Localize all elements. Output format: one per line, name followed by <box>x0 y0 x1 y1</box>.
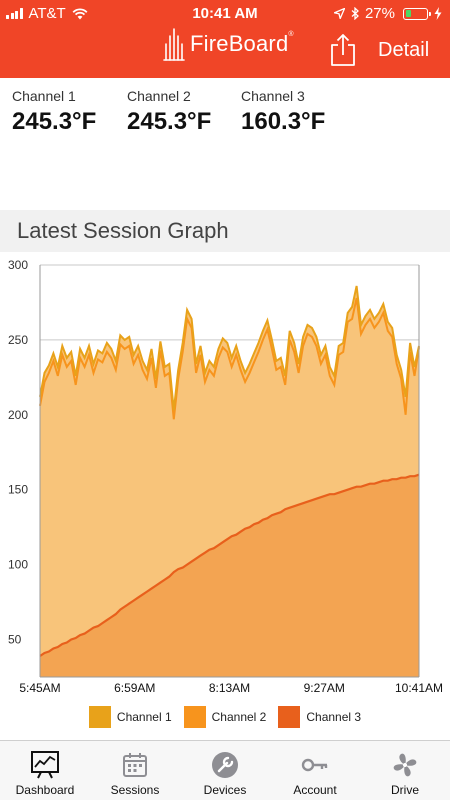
channel-readouts: Channel 1 245.3°F Channel 2 245.3°F Chan… <box>0 88 450 208</box>
legend-item-channel-3[interactable]: Channel 3 <box>278 706 361 728</box>
y-tick-label: 150 <box>8 483 28 497</box>
brand-name: FireBoard <box>190 31 289 56</box>
key-icon <box>301 758 328 772</box>
calendar-icon <box>123 753 147 777</box>
session-graph[interactable]: 300 250 200 150 100 50 5:45AM 6:59AM 8:13AM 9:27A… <box>0 252 450 737</box>
tab-label: Drive <box>390 783 419 797</box>
share-icon <box>331 34 355 66</box>
dashboard-icon <box>31 751 59 779</box>
legend-label: Channel 3 <box>306 710 362 724</box>
channel-3: Channel 3 160.3°F <box>241 88 325 136</box>
series-line-channel-3 <box>39 473 420 657</box>
tab-label: Dashboard <box>15 783 75 797</box>
carrier-label: AT&T <box>28 5 66 22</box>
session-graph-svg: 300 250 200 150 100 50 5:45AM 6:59AM 8:13AM 9:27A… <box>8 258 443 695</box>
channel-label: Channel 2 <box>127 88 191 104</box>
channel-temperature: 245.3°F <box>12 108 97 135</box>
y-tick-label: 50 <box>8 633 22 647</box>
tab-sessions[interactable]: Sessions <box>90 741 180 800</box>
legend-swatch <box>88 706 111 728</box>
channel-temperature: 245.3°F <box>127 108 212 135</box>
chart-legend: Channel 1 Channel 2 Channel 3 <box>0 706 450 728</box>
signal-icon <box>6 8 23 19</box>
wifi-icon <box>72 7 88 19</box>
y-tick-label: 200 <box>8 408 28 422</box>
tab-devices[interactable]: Devices <box>180 741 270 800</box>
tab-drive[interactable]: Drive <box>360 741 450 800</box>
legend-item-channel-1[interactable]: Channel 1 <box>88 706 172 728</box>
wrench-icon <box>212 752 238 778</box>
channel-2: Channel 2 245.3°F <box>127 88 211 136</box>
tab-label: Account <box>293 783 337 797</box>
tab-bar: Dashboard Sessions Devices <box>0 740 450 800</box>
tab-label: Devices <box>203 783 247 797</box>
app-header: AT&T 10:41 AM 27% <box>0 0 450 78</box>
section-title: Latest Session Graph <box>0 210 450 252</box>
location-icon <box>333 8 345 19</box>
battery-percent: 27% <box>364 5 395 22</box>
legend-label: Channel 1 <box>116 710 172 724</box>
legend-swatch <box>183 706 206 728</box>
detail-button[interactable]: Detail <box>378 39 430 61</box>
y-tick-label: 100 <box>8 558 28 572</box>
series-area-channel-3 <box>40 474 419 677</box>
x-tick-label: 5:45AM <box>19 681 60 695</box>
x-tick-label: 9:27AM <box>304 681 345 695</box>
legend-item-channel-2[interactable]: Channel 2 <box>183 706 267 728</box>
series-line-channel-2 <box>39 297 420 420</box>
fan-icon <box>393 753 417 777</box>
channel-1: Channel 1 245.3°F <box>12 88 96 136</box>
bluetooth-icon <box>351 7 359 20</box>
channel-label: Channel 1 <box>12 88 76 104</box>
x-tick-label: 6:59AM <box>114 681 155 695</box>
charging-icon <box>434 7 442 20</box>
channel-label: Channel 3 <box>241 88 305 104</box>
tab-label: Sessions <box>110 783 160 797</box>
share-button[interactable] <box>329 33 357 67</box>
x-tick-label: 8:13AM <box>209 681 250 695</box>
x-tick-label: 10:41AM <box>395 681 443 695</box>
fireboard-logo-icon <box>163 28 185 61</box>
tab-dashboard[interactable]: Dashboard <box>0 741 90 800</box>
trademark-mark: ® <box>288 31 294 38</box>
y-tick-label: 300 <box>8 258 28 272</box>
legend-label: Channel 2 <box>211 710 267 724</box>
clock: 10:41 AM <box>192 5 258 22</box>
channel-temperature: 160.3°F <box>241 108 326 135</box>
y-tick-label: 250 <box>8 333 28 347</box>
series-line-channel-1 <box>39 285 420 411</box>
tab-account[interactable]: Account <box>270 741 360 800</box>
legend-swatch <box>278 706 301 728</box>
brand-logo: FireBoard® <box>163 24 294 64</box>
status-bar: AT&T 10:41 AM 27% <box>0 0 450 26</box>
battery-icon <box>403 7 431 20</box>
